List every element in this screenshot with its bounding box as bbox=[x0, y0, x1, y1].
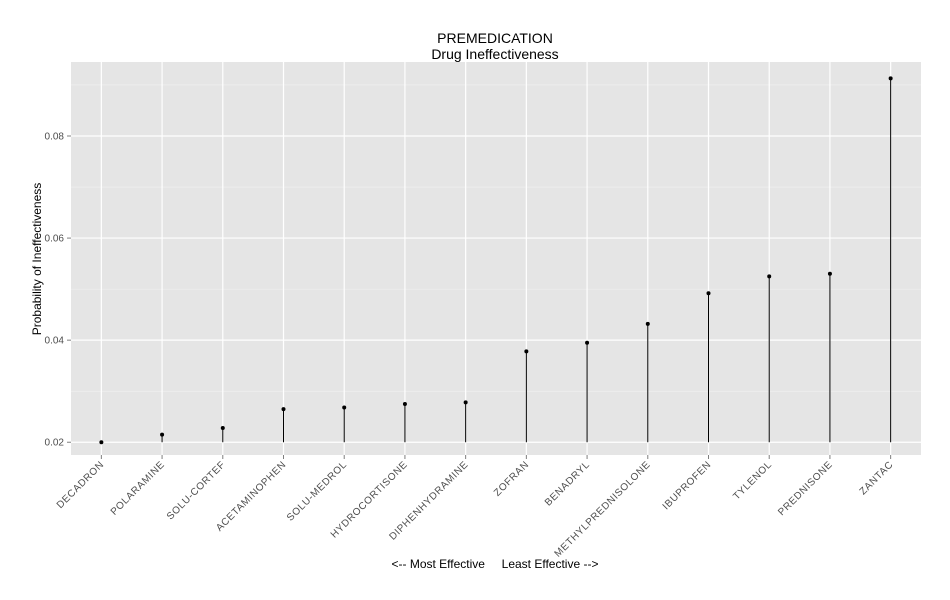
chart-title: PREMEDICATION bbox=[437, 30, 553, 46]
y-tick-label: 0.08 bbox=[45, 132, 65, 143]
data-point bbox=[402, 401, 407, 406]
y-axis-ticks: 0.02 0.04 0.06 0.08 bbox=[45, 132, 71, 449]
data-point bbox=[888, 76, 893, 81]
x-category-label: SOLU-CORTEF bbox=[165, 459, 228, 522]
data-point bbox=[160, 432, 165, 437]
x-category-label: BENADRYL bbox=[543, 459, 592, 508]
x-category-label: POLARAMINE bbox=[109, 459, 167, 517]
data-point bbox=[767, 274, 772, 279]
y-tick-label: 0.06 bbox=[45, 234, 65, 245]
data-point bbox=[706, 291, 711, 296]
y-tick-label: 0.02 bbox=[45, 438, 65, 449]
data-point bbox=[220, 425, 225, 430]
data-point bbox=[99, 440, 104, 445]
data-point bbox=[281, 407, 286, 412]
x-category-label: ZOFRAN bbox=[492, 459, 531, 498]
chart-subtitle: Drug Ineffectiveness bbox=[431, 46, 558, 62]
data-marks bbox=[99, 76, 893, 445]
x-category-label: IBUPROFEN bbox=[661, 459, 714, 512]
data-point bbox=[463, 400, 468, 405]
data-point bbox=[585, 340, 590, 345]
y-axis-label: Probability of Ineffectiveness bbox=[30, 183, 44, 336]
data-point bbox=[645, 321, 650, 326]
minor-gridlines bbox=[71, 84, 921, 392]
data-point bbox=[524, 349, 529, 354]
y-tick-label: 0.04 bbox=[45, 336, 65, 347]
x-axis-ticks: DECADRON POLARAMINESOLU-CORTEFACETAMINOPH… bbox=[55, 455, 896, 560]
x-category-label: SOLU-MEDROL bbox=[285, 459, 349, 523]
x-category-label: DECADRON bbox=[55, 459, 107, 511]
x-category-label: TYLENOL bbox=[731, 459, 774, 502]
x-category-label: ACETAMINOPHEN bbox=[214, 459, 288, 533]
x-category-label: PREDNISONE bbox=[776, 459, 835, 518]
plot-panel bbox=[71, 62, 921, 455]
x-category-label: ZANTAC bbox=[858, 459, 896, 497]
x-axis-label: <-- Most Effective Least Effective --> bbox=[392, 557, 599, 571]
data-point bbox=[342, 405, 347, 410]
x-category-label: METHYLPREDNISOLONE bbox=[553, 459, 653, 559]
data-point bbox=[827, 271, 832, 276]
